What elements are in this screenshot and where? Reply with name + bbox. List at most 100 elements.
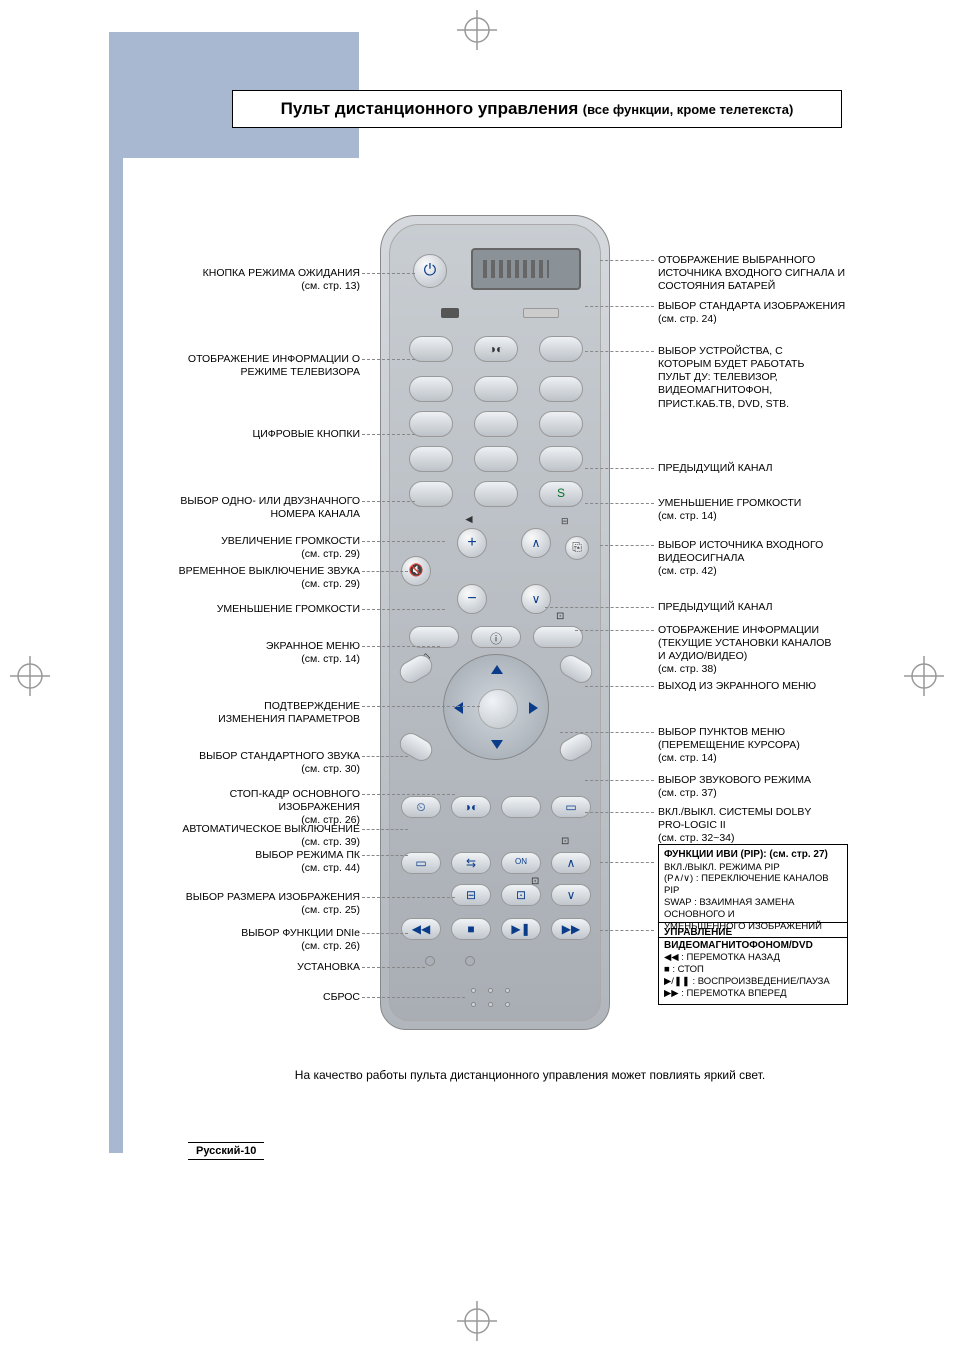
right-callout: ОТОБРАЖЕНИЕ ВЫБРАННОГОИСТОЧНИКА ВХОДНОГО…	[658, 254, 868, 293]
reset-hole	[465, 956, 475, 966]
right-callout: ПРЕДЫДУЩИЙ КАНАЛ	[658, 462, 868, 475]
srs-button	[556, 651, 596, 687]
num-2	[474, 376, 518, 402]
left-callout: ВРЕМЕННОЕ ВЫКЛЮЧЕНИЕ ЗВУКА(см. стр. 29)	[150, 565, 360, 591]
mute-icon: 🔇	[402, 563, 430, 577]
title-sub: (все функции, кроме телетекста)	[583, 102, 794, 117]
dolby-button	[556, 729, 596, 765]
vcr-box-line: ▶/❚❚ : ВОСПРОИЗВЕДЕНИЕ/ПАУЗА	[664, 976, 842, 988]
left-callout: ЭКРАННОЕ МЕНЮ(см. стр. 14)	[150, 640, 360, 666]
ssm-button	[396, 651, 436, 687]
left-callout: СБРОС	[150, 991, 360, 1004]
stop-button: ■	[451, 918, 491, 940]
pip-chup-button: ∧	[551, 852, 591, 874]
right-callout: ВЫХОД ИЗ ЭКРАННОГО МЕНЮ	[658, 680, 868, 693]
footnote: На качество работы пульта дистанционного…	[260, 1068, 800, 1082]
rewind-button: ◀◀	[401, 918, 441, 940]
vcr-box-line: ■ : СТОП	[664, 964, 842, 976]
left-callout: ПОДТВЕРЖДЕНИЕИЗМЕНЕНИЯ ПАРАМЕТРОВ	[150, 700, 360, 726]
left-callout: УМЕНЬШЕНИЕ ГРОМКОСТИ	[150, 603, 360, 616]
leader-line	[575, 630, 654, 631]
leader-line	[585, 468, 654, 469]
page-number: Русский-10	[188, 1142, 264, 1160]
position-button: ⊡	[501, 884, 541, 906]
swap-button: ⇆	[451, 852, 491, 874]
play-pause-button: ▶❚	[501, 918, 541, 940]
vcr-box-line: ◀◀ : ПЕРЕМОТКА НАЗАД	[664, 952, 842, 964]
left-callout: ВЫБОР РАЗМЕРА ИЗОБРАЖЕНИЯ(см. стр. 25)	[150, 891, 360, 917]
source-icon: ⎘	[566, 540, 588, 555]
num-7	[409, 446, 453, 472]
title-main: Пульт дистанционного управления	[281, 99, 579, 118]
leader-line	[585, 503, 654, 504]
right-callout: ОТОБРАЖЕНИЕ ИНФОРМАЦИИ(ТЕКУЩИЕ УСТАНОВКИ…	[658, 624, 868, 677]
leader-line	[545, 607, 654, 608]
sleep-button: ⏲	[401, 796, 441, 818]
ch-up-button: ∧	[521, 528, 551, 558]
num-5	[474, 411, 518, 437]
pip-box-line: SWAP : ВЗАИМНАЯ ЗАМЕНА ОСНОВНОГО И	[664, 897, 842, 921]
right-callout: ВКЛ./ВЫКЛ. СИСТЕМЫ DOLBYPRO-LOGIC II(см.…	[658, 806, 868, 845]
lcd-display	[471, 248, 581, 290]
mode-led	[523, 308, 559, 318]
psize-button: ◑◐	[451, 796, 491, 818]
dash-button	[409, 481, 453, 507]
num-9	[539, 446, 583, 472]
info-button: ⓘ	[471, 626, 521, 648]
left-callout: СТОП-КАДР ОСНОВНОГОИЗОБРАЖЕНИЯ(см. стр. …	[150, 788, 360, 827]
info-icon: ⓘ	[472, 630, 520, 647]
leader-line	[362, 501, 415, 502]
num-4	[409, 411, 453, 437]
leader-line	[600, 260, 654, 261]
vcr-control-box: УПРАВЛЕНИЕ ВИДЕОМАГНИТОФОНОМ/DVD ◀◀ : ПЕ…	[658, 922, 848, 1005]
left-callout: АВТОМАТИЧЕСКОЕ ВЫКЛЮЧЕНИЕ(см. стр. 39)	[150, 823, 360, 849]
page-title: Пульт дистанционного управления (все фун…	[232, 90, 842, 128]
left-callout: ВЫБОР ФУНКЦИИ DNIe(см. стр. 26)	[150, 927, 360, 953]
leader-line	[362, 273, 415, 274]
num-6	[539, 411, 583, 437]
dolby2-button: ▭	[551, 796, 591, 818]
pip-on-button: ON	[501, 852, 541, 874]
ffwd-button: ▶▶	[551, 918, 591, 940]
vcr-box-header: УПРАВЛЕНИЕ ВИДЕОМАГНИТОФОНОМ/DVD	[664, 927, 842, 952]
leader-line	[362, 794, 455, 795]
leader-line	[362, 897, 455, 898]
left-callout: ВЫБОР РЕЖИМА ПК(см. стр. 44)	[150, 849, 360, 875]
leader-line	[585, 351, 654, 352]
leader-line	[600, 545, 654, 546]
right-callout: ВЫБОР УСТРОЙСТВА, СКОТОРЫМ БУДЕТ РАБОТАТ…	[658, 345, 868, 411]
num-8	[474, 446, 518, 472]
set-hole	[425, 956, 435, 966]
vcr-box-line: ▶▶ : ПЕРЕМОТКА ВПЕРЕД	[664, 988, 842, 1000]
left-callout: УВЕЛИЧЕНИЕ ГРОМКОСТИ(см. стр. 29)	[150, 535, 360, 561]
left-callout: ВЫБОР ОДНО- ИЛИ ДВУЗНАЧНОГОНОМЕРА КАНАЛА	[150, 495, 360, 521]
right-callout: ВЫБОР СТАНДАРТА ИЗОБРАЖЕНИЯ(см. стр. 24)	[658, 300, 868, 326]
still-button	[396, 729, 436, 765]
pip-box-line: (P∧/∨) : ПЕРЕКЛЮЧЕНИЕ КАНАЛОВ PIP	[664, 873, 842, 897]
leader-line	[362, 829, 408, 830]
leader-line	[362, 706, 480, 707]
leader-line	[362, 855, 408, 856]
right-callout: ПРЕДЫДУЩИЙ КАНАЛ	[658, 601, 868, 614]
power-icon: ⏻	[414, 262, 446, 280]
leader-line	[362, 756, 408, 757]
dual-button	[501, 796, 541, 818]
leader-line	[585, 780, 654, 781]
power-button: ⏻	[413, 254, 447, 288]
right-callout: ВЫБОР ИСТОЧНИКА ВХОДНОГОВИДЕОСИГНАЛА(см.…	[658, 539, 868, 578]
leader-line	[362, 434, 415, 435]
leader-line	[585, 812, 654, 813]
pre-ch-button: S	[539, 481, 583, 507]
menu-button	[409, 626, 459, 648]
left-callout: ОТОБРАЖЕНИЕ ИНФОРМАЦИИ ОРЕЖИМЕ ТЕЛЕВИЗОР…	[150, 353, 360, 379]
leader-line	[362, 609, 445, 610]
pip-box-header: ФУНКЦИИ ИВИ (PIP): (см. стр. 27)	[664, 849, 842, 862]
leader-line	[585, 306, 654, 307]
leader-line	[560, 732, 654, 733]
leader-line	[362, 571, 408, 572]
source-button: ⎘	[565, 536, 589, 560]
num-3	[539, 376, 583, 402]
ch-down-button: ∨	[521, 584, 551, 614]
leader-line	[362, 933, 408, 934]
right-callout: УМЕНЬШЕНИЕ ГРОМКОСТИ(см. стр. 14)	[658, 497, 868, 523]
